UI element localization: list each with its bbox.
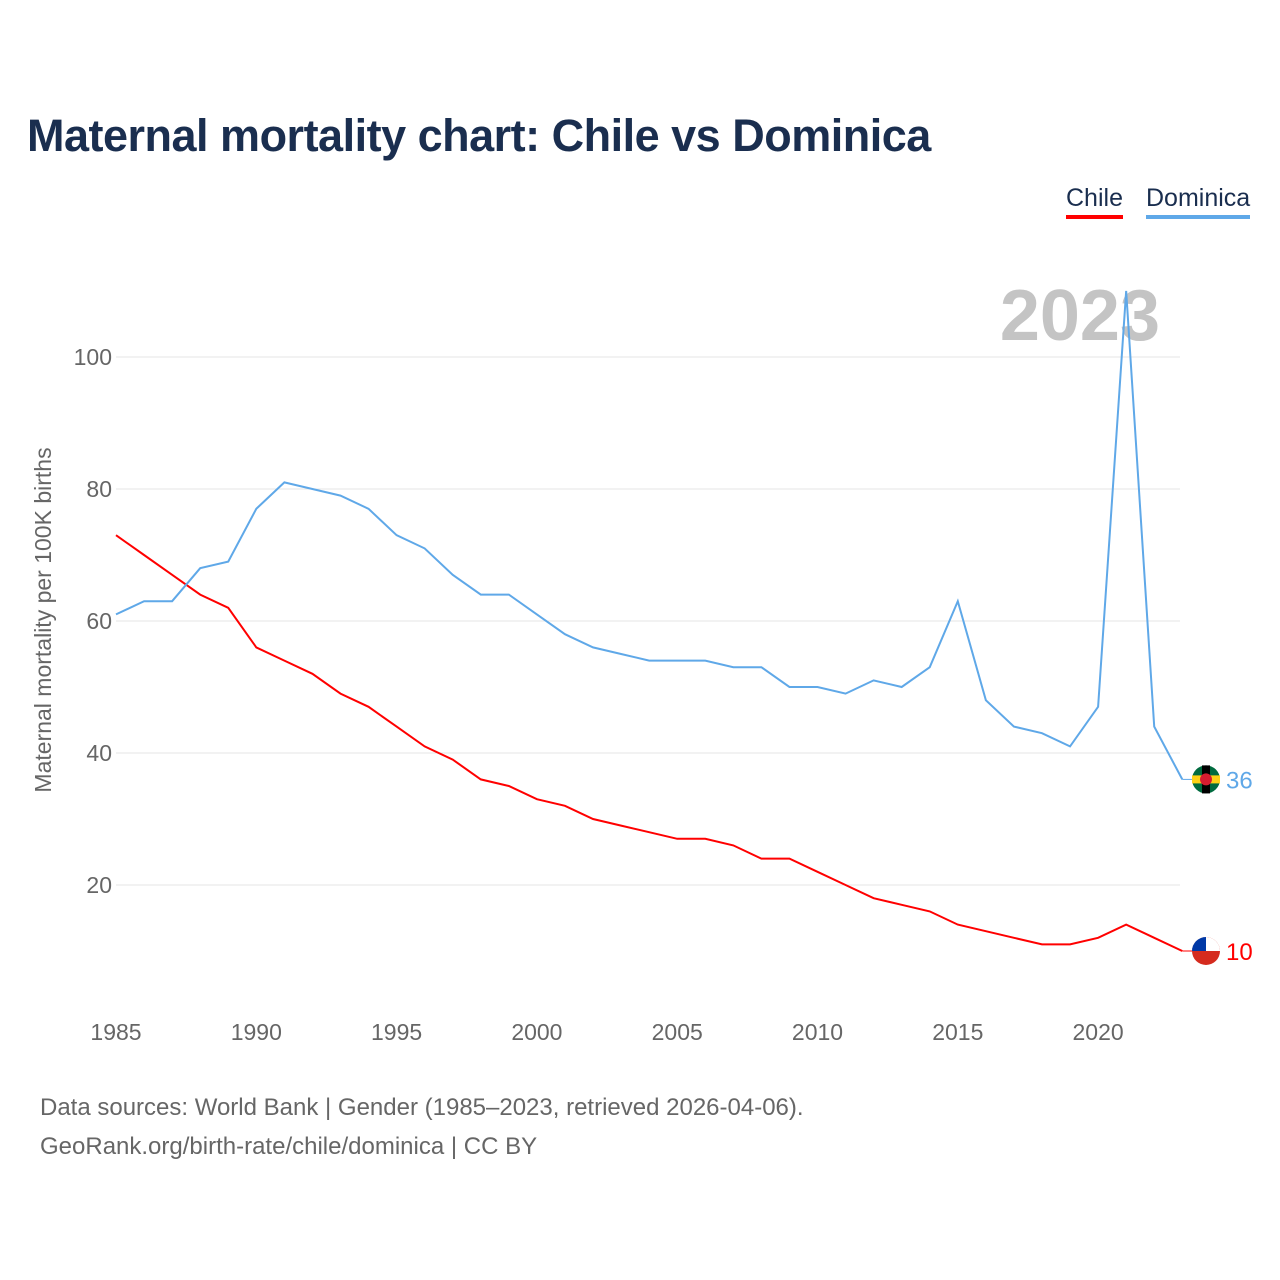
dominica-flag-disc bbox=[1200, 773, 1212, 786]
end-value-label: 10 bbox=[1226, 939, 1253, 966]
x-tick-label: 2015 bbox=[932, 1019, 983, 1045]
y-tick-label: 80 bbox=[86, 476, 112, 502]
x-tick-label: 2005 bbox=[652, 1019, 703, 1045]
chile-flag-blue bbox=[1192, 937, 1206, 951]
source-line-1: Data sources: World Bank | Gender (1985–… bbox=[40, 1094, 804, 1121]
y-tick-label: 60 bbox=[86, 608, 112, 634]
x-tick-label: 2000 bbox=[511, 1019, 562, 1045]
year-watermark: 2023 bbox=[1000, 276, 1160, 356]
source-note: Data sources: World Bank | Gender (1985–… bbox=[40, 1088, 804, 1166]
end-value-label: 36 bbox=[1226, 767, 1253, 794]
y-axis-label: Maternal mortality per 100K births bbox=[30, 447, 56, 792]
x-tick-label: 2010 bbox=[792, 1019, 843, 1045]
legend-dominica[interactable]: Dominica bbox=[1146, 184, 1251, 219]
x-tick-label: 1995 bbox=[371, 1019, 422, 1045]
y-tick-label: 40 bbox=[86, 740, 112, 766]
series-line-chile bbox=[115, 534, 1183, 952]
x-tick-label: 1990 bbox=[231, 1019, 282, 1045]
series-line-dominica bbox=[115, 290, 1184, 780]
x-tick-label: 2020 bbox=[1073, 1019, 1124, 1045]
y-tick-label: 20 bbox=[86, 872, 112, 898]
source-line-2[interactable]: GeoRank.org/birth-rate/chile/dominica | … bbox=[40, 1133, 538, 1160]
legend-chile[interactable]: Chile bbox=[1066, 184, 1123, 219]
x-tick-label: 1985 bbox=[90, 1019, 141, 1045]
y-tick-label: 100 bbox=[74, 344, 112, 370]
chart-title: Maternal mortality chart: Chile vs Domin… bbox=[27, 110, 931, 161]
